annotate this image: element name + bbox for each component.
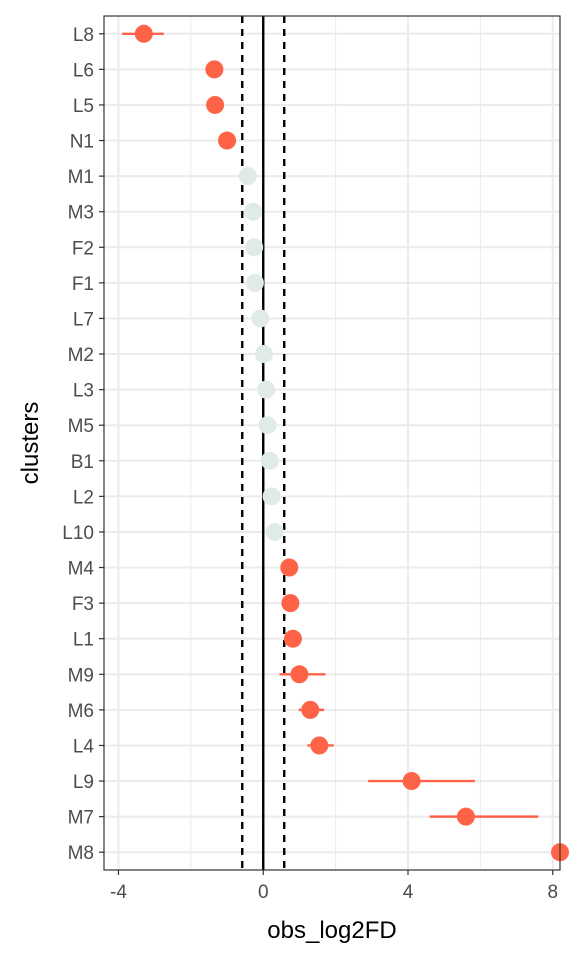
- y-tick-label: F1: [72, 274, 94, 295]
- y-tick-label: L1: [73, 630, 94, 651]
- point-M9: [290, 665, 308, 683]
- y-tick-label: L6: [73, 60, 94, 81]
- x-tick-label: -4: [110, 882, 127, 903]
- y-tick-label: M7: [68, 808, 94, 829]
- y-tick-label: M6: [68, 701, 94, 722]
- point-L2: [263, 487, 281, 505]
- y-tick-label: L2: [73, 487, 94, 508]
- y-tick-label: L4: [73, 736, 95, 757]
- x-tick-label: 0: [258, 882, 269, 903]
- y-tick-label: N1: [70, 132, 94, 153]
- y-tick-label: B1: [71, 452, 94, 473]
- point-M3: [244, 203, 262, 221]
- y-tick-label: L8: [73, 25, 94, 46]
- y-tick-label: L9: [73, 772, 94, 793]
- point-M4: [280, 559, 298, 577]
- point-F2: [245, 238, 263, 256]
- y-tick-label: M9: [68, 665, 94, 686]
- point-M7: [457, 808, 475, 826]
- point-L9: [403, 772, 421, 790]
- point-M6: [301, 701, 319, 719]
- point-L10: [266, 523, 284, 541]
- x-axis-title: obs_log2FD: [267, 917, 396, 944]
- point-L7: [251, 309, 269, 327]
- point-L4: [310, 736, 328, 754]
- grid-lines: [104, 16, 560, 870]
- y-tick-label: L5: [73, 96, 94, 117]
- y-tick-label: M8: [68, 843, 94, 864]
- point-F1: [246, 274, 264, 292]
- y-tick-label: M2: [68, 345, 94, 366]
- point-L3: [257, 381, 275, 399]
- y-axis-title: clusters: [17, 402, 44, 485]
- x-tick-label: 8: [547, 882, 558, 903]
- y-tick-label: M1: [68, 167, 94, 188]
- y-tick-label: L7: [73, 309, 94, 330]
- y-axis: L8 L6 L5 N1 M1 M3 F2 F1 L7 M2 L3 M5 B1 L2 L10 M4 F3 L1 M9 M…: [62, 25, 104, 864]
- point-L6: [205, 60, 223, 78]
- y-tick-label: M3: [68, 203, 94, 224]
- point-B1: [261, 452, 279, 470]
- point-M5: [259, 416, 277, 434]
- y-tick-label: F3: [72, 594, 94, 615]
- y-tick-label: M4: [68, 559, 95, 580]
- point-L1: [284, 630, 302, 648]
- point-L5: [206, 96, 224, 114]
- panel-background: [104, 16, 560, 870]
- x-axis: -4 0 4 8: [110, 870, 558, 903]
- point-M2: [255, 345, 273, 363]
- point-L8: [135, 25, 153, 43]
- x-tick-label: 4: [403, 882, 414, 903]
- y-tick-label: L3: [73, 381, 94, 402]
- y-tick-label: F2: [72, 238, 94, 259]
- point-N1: [218, 132, 236, 150]
- y-tick-label: M5: [68, 416, 94, 437]
- point-F3: [281, 594, 299, 612]
- y-tick-label: L10: [62, 523, 94, 544]
- point-M1: [239, 167, 257, 185]
